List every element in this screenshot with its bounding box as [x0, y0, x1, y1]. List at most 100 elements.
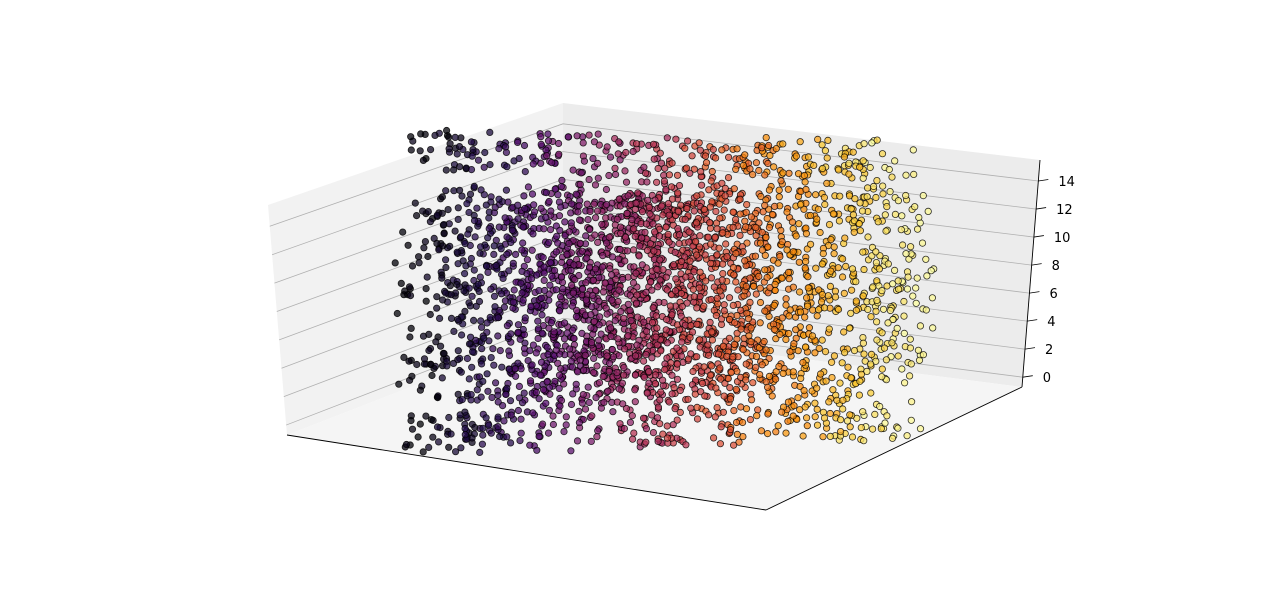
scatter-point	[473, 204, 481, 212]
scatter-point	[550, 328, 558, 336]
scatter-point	[690, 292, 698, 301]
z-tick-mark	[1024, 347, 1036, 350]
scatter-point	[739, 345, 747, 354]
scatter-point	[727, 368, 735, 377]
scatter-point	[484, 387, 492, 395]
scatter-point	[840, 153, 849, 161]
scatter-point	[709, 145, 717, 154]
scatter-point	[622, 404, 631, 413]
scatter-point	[673, 344, 681, 352]
scatter-point	[763, 429, 772, 438]
scatter-point	[480, 334, 488, 342]
scatter-point	[537, 294, 545, 302]
scatter-point	[922, 255, 930, 263]
scatter-point	[468, 348, 477, 356]
scatter-point	[720, 206, 728, 214]
scatter-point	[717, 375, 725, 383]
scatter-point	[650, 247, 658, 255]
scatter-point	[491, 303, 499, 311]
scatter-point	[674, 189, 682, 197]
scatter-point	[553, 232, 561, 240]
scatter-point	[620, 345, 629, 353]
scatter-point	[707, 274, 716, 282]
scatter-point	[555, 212, 564, 220]
scatter-point	[495, 195, 503, 203]
scatter-point	[782, 295, 790, 303]
scatter-point	[779, 369, 787, 377]
scatter-point	[594, 427, 602, 435]
scatter-point	[583, 200, 591, 208]
scatter-point	[733, 311, 741, 320]
scatter-point	[707, 259, 715, 267]
scatter-point	[711, 154, 720, 162]
scatter-point	[711, 413, 719, 421]
scatter-point	[660, 177, 669, 185]
scatter-point	[438, 209, 446, 217]
scatter-point	[664, 200, 673, 208]
scatter-point	[526, 441, 534, 449]
scatter-point	[433, 423, 442, 431]
scatter-point	[867, 350, 876, 358]
scatter-point	[736, 195, 744, 203]
scatter-point	[445, 133, 453, 141]
scatter-point	[578, 247, 586, 255]
scatter-point	[631, 386, 639, 394]
scatter-point	[879, 305, 888, 313]
scatter-point	[918, 239, 927, 247]
scatter-point	[700, 205, 709, 214]
scatter-point	[490, 292, 499, 300]
scatter-point	[527, 275, 536, 283]
scatter-point	[646, 278, 655, 286]
scatter-point	[667, 183, 676, 191]
scatter-point	[632, 140, 641, 148]
scatter-point	[782, 335, 790, 344]
scatter-point	[474, 156, 483, 164]
scatter-point	[468, 152, 476, 160]
scatter-point	[712, 207, 720, 216]
scatter-point	[503, 322, 511, 330]
scatter-point	[563, 329, 571, 337]
scatter-point	[705, 186, 713, 194]
scatter-point	[606, 265, 614, 273]
scatter-point	[888, 339, 896, 347]
scatter-point	[852, 277, 860, 286]
scatter-point	[457, 233, 465, 241]
scatter-point	[649, 304, 657, 312]
scatter-point	[515, 382, 524, 390]
scatter-point	[515, 394, 524, 402]
scatter-point	[806, 211, 815, 220]
scatter-point	[424, 208, 432, 216]
scatter-point	[752, 159, 761, 167]
scatter-point	[732, 278, 740, 286]
scatter-point	[562, 421, 570, 429]
scatter-point	[555, 384, 563, 392]
scatter-point	[794, 170, 803, 178]
scatter-point	[642, 220, 651, 228]
scatter-point	[468, 434, 476, 442]
scatter-point	[742, 405, 751, 413]
scatter-point	[695, 336, 704, 344]
scatter-point	[594, 130, 602, 138]
scatter-point	[648, 354, 656, 362]
scatter-point	[795, 288, 804, 296]
scatter-point	[514, 201, 522, 209]
scatter-point	[849, 148, 857, 156]
scatter-point	[589, 368, 598, 377]
scatter-point	[628, 435, 637, 443]
scatter-point	[419, 448, 427, 456]
scatter-point	[889, 315, 897, 324]
scatter-point	[576, 180, 584, 188]
scatter-point	[542, 189, 550, 197]
scatter-point	[543, 378, 551, 386]
scatter-point	[433, 304, 441, 312]
scatter-point	[873, 136, 881, 144]
scatter-point	[729, 441, 738, 449]
scatter-point	[560, 427, 568, 436]
scatter-point	[416, 386, 424, 394]
scatter-point	[623, 247, 632, 255]
scatter-point	[630, 429, 638, 437]
scatter-point	[695, 284, 703, 292]
scatter-point	[425, 443, 433, 451]
scatter-point	[751, 252, 760, 260]
scatter-point	[826, 282, 835, 290]
